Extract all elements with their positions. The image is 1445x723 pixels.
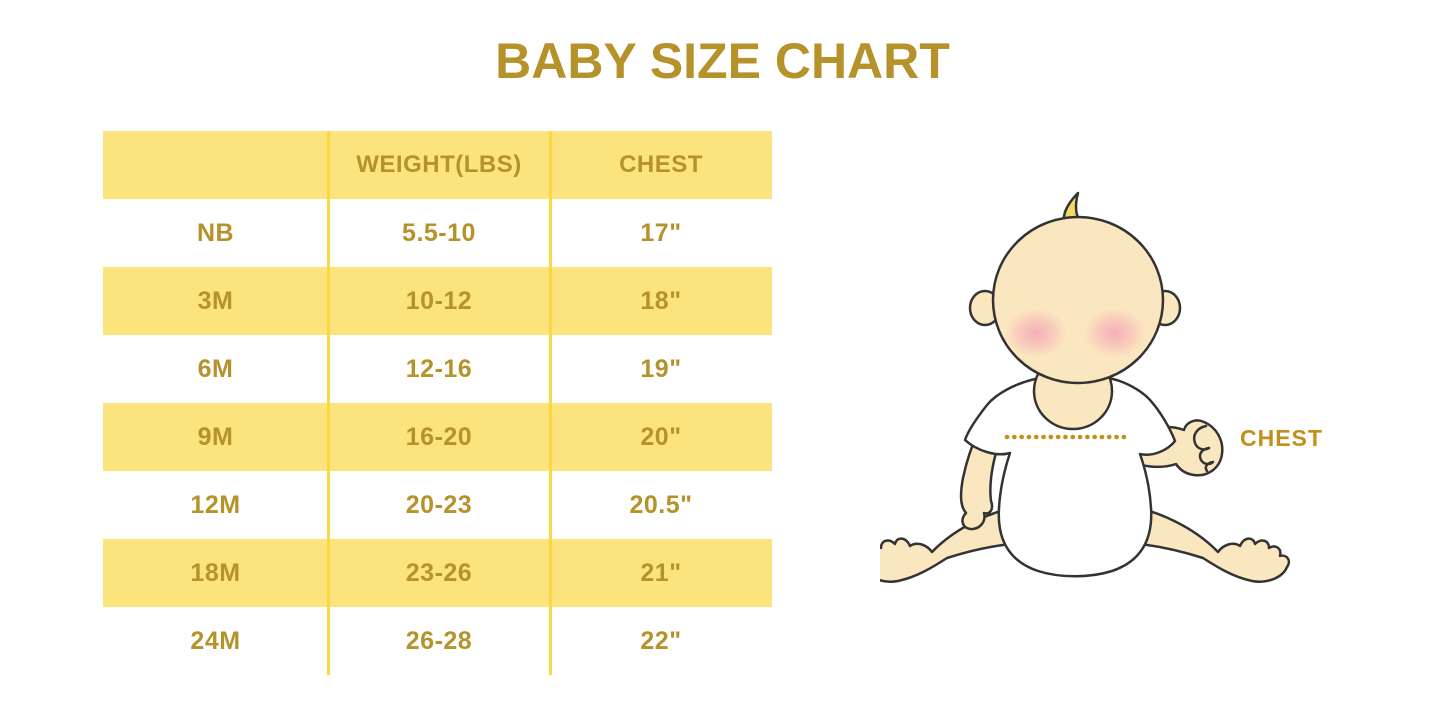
cell-chest: 20.5" [629, 490, 693, 519]
cell-size: 18M [190, 558, 241, 587]
baby-left-blush [1005, 308, 1067, 358]
cell-chest: 21" [640, 558, 682, 587]
cell-size: 3M [197, 286, 234, 315]
column-divider-1 [327, 131, 330, 675]
header-cell-weight: WEIGHT(LBS) [356, 151, 522, 178]
cell-size: 9M [197, 422, 234, 451]
header-cell-size [103, 131, 328, 199]
cell-weight: 23-26 [405, 558, 473, 587]
baby-fist-fingers [1192, 424, 1215, 473]
baby-right-leg [1113, 503, 1291, 583]
cell-size: 24M [190, 626, 241, 655]
cell-chest: 19" [640, 354, 682, 383]
table-row: 6M 12-16 19" [103, 335, 772, 403]
cell-weight: 16-20 [405, 422, 473, 451]
cell-weight: 10-12 [405, 286, 473, 315]
size-table: WEIGHT(LBS) CHEST NB 5.5-10 17" 3M 10-12… [103, 131, 772, 675]
chest-label: CHEST [1240, 425, 1323, 451]
cell-chest: 17" [640, 218, 682, 247]
table-row: 24M 26-28 22" [103, 607, 772, 675]
table-row: 9M 16-20 20" [103, 403, 772, 471]
table-row: NB 5.5-10 17" [103, 199, 772, 267]
column-divider-2 [549, 131, 552, 675]
table-header-row: WEIGHT(LBS) CHEST [103, 131, 772, 199]
baby-torso [963, 374, 1177, 578]
baby-illustration [880, 191, 1291, 583]
cell-weight: 26-28 [405, 626, 473, 655]
cell-chest: 20" [640, 422, 682, 451]
cell-size: 6M [197, 354, 234, 383]
cell-size: NB [196, 218, 235, 247]
cell-size: 12M [190, 490, 241, 519]
baby-left-leg [880, 503, 1037, 583]
cell-weight: 5.5-10 [402, 218, 476, 247]
page-title: BABY SIZE CHART [495, 33, 950, 89]
table-row: 18M 23-26 21" [103, 539, 772, 607]
cell-weight: 12-16 [405, 354, 473, 383]
header-cell-chest: CHEST [619, 151, 703, 178]
cell-weight: 20-23 [405, 490, 473, 519]
cell-chest: 18" [640, 286, 682, 315]
baby-head [991, 215, 1165, 385]
table-row: 12M 20-23 20.5" [103, 471, 772, 539]
table-row: 3M 10-12 18" [103, 267, 772, 335]
baby-right-blush [1084, 308, 1146, 358]
cell-chest: 22" [640, 626, 682, 655]
